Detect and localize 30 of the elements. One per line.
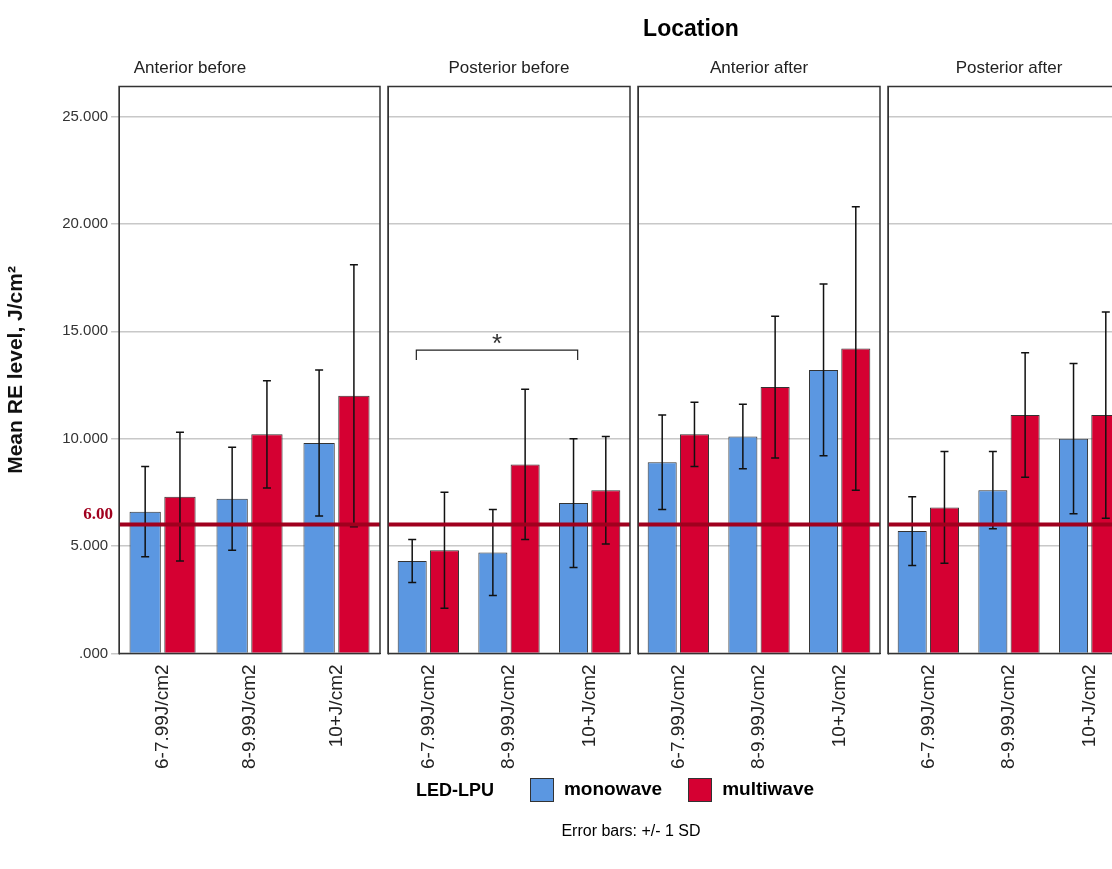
x-tick-label: 8-9.99J/cm2 [237, 664, 259, 769]
chart-subtitle: Anterior before [133, 57, 247, 77]
ref-line-label: 6.00 [83, 504, 114, 524]
x-tick-label: 8-9.99J/cm2 [997, 664, 1019, 769]
chart-subtitle: Anterior after [709, 57, 809, 77]
y-tick-label: 5.000 [70, 536, 109, 554]
x-tick-label: 6-7.99J/cm2 [150, 664, 172, 769]
x-tick-label: 6-7.99J/cm2 [916, 664, 938, 769]
x-tick-label: 10+J/cm2 [1077, 664, 1099, 748]
y-axis-title: Mean RE level, J/cm² [3, 266, 27, 474]
x-tick-label: 10+J/cm2 [324, 664, 346, 748]
legend-label: multiwave [722, 778, 815, 800]
y-tick-label: 25.000 [62, 106, 109, 124]
chart-subtitle: Posterior after [955, 57, 1063, 77]
x-tick-label: 8-9.99J/cm2 [747, 664, 769, 769]
chart-subtitle: Posterior before [448, 57, 570, 77]
y-tick-label: 10.000 [62, 428, 109, 446]
x-tick-label: 6-7.99J/cm2 [416, 664, 438, 769]
y-tick-label: 20.000 [62, 214, 109, 232]
chart-title: Location [642, 14, 740, 43]
x-tick-label: 10+J/cm2 [827, 664, 849, 748]
y-tick-label: 15.000 [62, 321, 109, 339]
y-tick-label: .000 [78, 643, 109, 661]
text: Error bars: +/- 1 SD [560, 822, 702, 840]
annotation: * [491, 328, 503, 359]
x-tick-label: 8-9.99J/cm2 [497, 664, 519, 769]
legend-label: monowave [563, 778, 663, 800]
x-tick-label: 6-7.99J/cm2 [666, 664, 688, 769]
x-tick-label: 10+J/cm2 [577, 664, 599, 748]
legend-title: LED-LPU [415, 779, 494, 801]
